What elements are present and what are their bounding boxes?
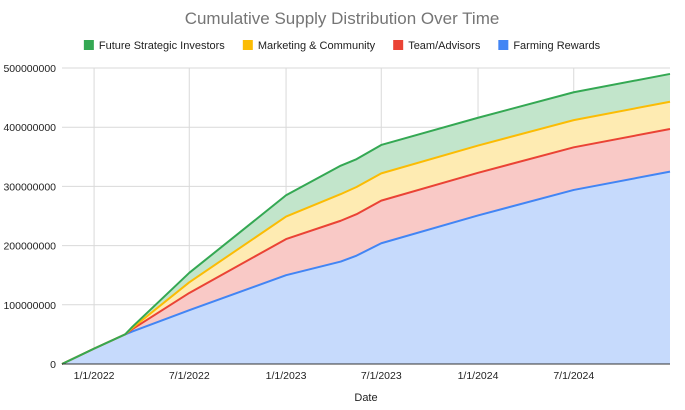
area-future-strategic-investors — [62, 73, 670, 365]
legend-item-future-strategic-investors: Future Strategic Investors — [83, 40, 225, 52]
area-marketing-community — [62, 101, 670, 365]
area-team-advisors — [62, 128, 670, 364]
y-tick-label: 100000000 — [3, 300, 56, 312]
x-tick-label: 1/1/2022 — [74, 370, 115, 382]
legend-label: Future Strategic Investors — [99, 40, 225, 52]
legend-item-farming-rewards: Farming Rewards — [498, 40, 601, 52]
legend-label: Team/Advisors — [408, 40, 481, 52]
x-tick-label: 7/1/2022 — [169, 370, 210, 382]
y-axis: 0 100000000 200000000 300000000 400000000 500… — [3, 63, 56, 371]
x-axis: 1/1/2022 7/1/2022 1/1/2023 7/1/2023 1/1/2024… — [62, 363, 670, 382]
y-tick-label: 200000000 — [3, 241, 56, 253]
area-farming-rewards — [62, 171, 670, 364]
line-future-strategic-investors — [61, 72, 671, 365]
x-axis-title: Date — [354, 392, 377, 404]
legend-swatch — [498, 40, 509, 50]
legend-swatch — [242, 40, 253, 50]
legend-swatch — [393, 40, 404, 50]
y-tick-label: 500000000 — [3, 63, 56, 75]
y-tick-label: 0 — [50, 359, 56, 371]
legend-swatch — [83, 40, 94, 50]
y-tick-label: 400000000 — [3, 122, 56, 134]
x-tick-label: 1/1/2024 — [458, 370, 499, 382]
legend-label: Farming Rewards — [513, 40, 600, 52]
plot-lines — [61, 72, 671, 365]
legend-item-team-advisors: Team/Advisors — [393, 40, 481, 52]
y-tick-label: 300000000 — [3, 181, 56, 193]
x-tick-label: 7/1/2024 — [553, 370, 594, 382]
legend-label: Marketing & Community — [258, 40, 376, 52]
chart-title: Cumulative Supply Distribution Over Time — [185, 9, 500, 28]
legend: Future Strategic Investors Marketing & Co… — [83, 40, 601, 52]
legend-item-marketing-community: Marketing & Community — [242, 40, 376, 52]
x-tick-label: 1/1/2023 — [266, 370, 307, 382]
plot-areas — [62, 73, 670, 365]
x-tick-label: 7/1/2023 — [361, 370, 402, 382]
